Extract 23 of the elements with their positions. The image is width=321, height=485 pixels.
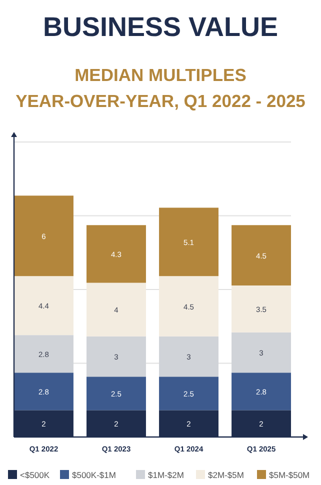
bar (232, 225, 291, 286)
bar (86, 376, 146, 410)
bar (14, 335, 74, 373)
bar (14, 196, 74, 276)
bar (159, 376, 218, 410)
bar (14, 372, 74, 410)
bar (14, 276, 74, 336)
legend-label: $2M-$5M (208, 470, 244, 480)
bar (86, 282, 146, 336)
bar (232, 285, 291, 332)
bar (86, 336, 146, 377)
chart-title: BUSINESS VALUE (42, 12, 278, 42)
legend-label: $5M-$50M (269, 470, 310, 480)
legend-label: $1M-$2M (148, 470, 184, 480)
bar (159, 276, 218, 336)
chart-subtitle: MEDIAN MULTIPLES YEAR-OVER-YEAR, Q1 2022 - 2025 (16, 65, 306, 111)
bar (232, 332, 291, 373)
bar (159, 208, 218, 276)
legend-label: <$500K (20, 470, 50, 480)
legend-label: $500K-$1M (72, 470, 116, 480)
bar (86, 225, 146, 283)
bar (159, 336, 218, 377)
bar (232, 372, 291, 410)
